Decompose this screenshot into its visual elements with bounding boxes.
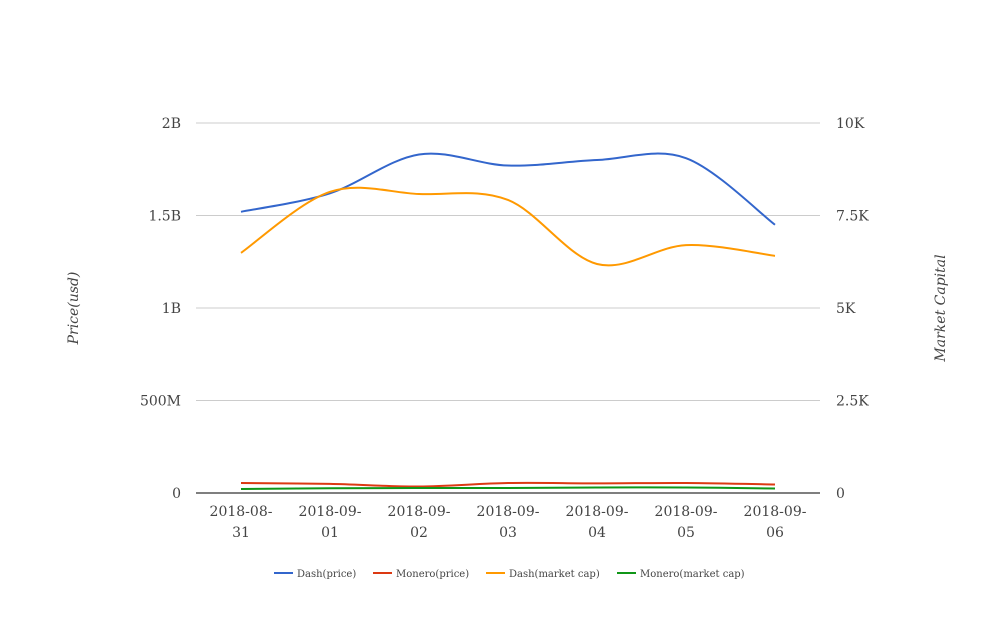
series-line-1 (240, 481, 776, 488)
y2-tick-label: 0 (836, 486, 845, 502)
x-tick-label: 2018-09-02 (388, 504, 451, 541)
y-tick-label: 1.5B (148, 209, 181, 225)
y-tick-label: 1B (162, 301, 181, 317)
y2-tick-label: 2.5K (836, 394, 869, 410)
legend-item[interactable]: Monero(market cap) (617, 569, 745, 580)
legend-label: Monero(market cap) (640, 569, 745, 580)
legend-label: Dash(price) (297, 569, 356, 580)
series-line-3 (240, 486, 776, 491)
y-tick-label: 0 (172, 486, 181, 502)
y-tick-label: 2B (162, 116, 181, 132)
x-tick-label: 2018-09-06 (744, 504, 807, 541)
legend-item[interactable]: Dash(price) (274, 569, 356, 580)
y2-tick-label: 5K (836, 301, 856, 317)
series-line-0 (240, 152, 776, 226)
y2-tick-label: 7.5K (836, 209, 869, 225)
x-tick-label: 2018-09-03 (477, 504, 540, 541)
legend: Dash(price) Monero(price) Dash(market cap)… (274, 569, 745, 580)
legend-label: Dash(market cap) (509, 569, 600, 580)
series-line-2 (240, 186, 776, 267)
x-tick-label: 2018-09-01 (299, 504, 362, 541)
x-tick-label: 2018-09-05 (655, 504, 718, 541)
y-axis-left: 0 500M 1B 1.5B 2B (140, 116, 181, 502)
y-tick-label: 500M (140, 394, 181, 410)
y-axis-right: 0 2.5K 5K 7.5K 10K (836, 116, 869, 502)
legend-item[interactable]: Dash(market cap) (486, 569, 600, 580)
x-axis: 2018-08-31 2018-09-01 2018-09-02 2018-09-03… (210, 504, 807, 541)
series-lines (240, 152, 776, 491)
legend-item[interactable]: Monero(price) (373, 569, 469, 580)
y-axis-title: Price(usd) (66, 272, 82, 346)
y2-axis-title: Market Capital (933, 254, 949, 362)
y2-tick-label: 10K (836, 116, 865, 132)
x-tick-label: 2018-09-04 (566, 504, 629, 541)
x-tick-label: 2018-08-31 (210, 504, 273, 541)
legend-label: Monero(price) (396, 569, 469, 580)
gridlines (196, 122, 820, 401)
